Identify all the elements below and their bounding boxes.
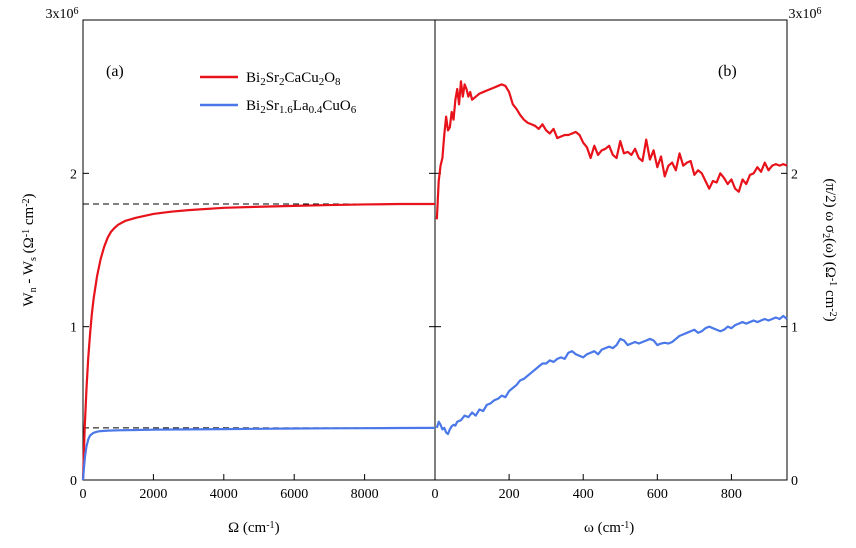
x-tick-label-a-4: 8000 [351,487,379,502]
y-tick-label-left-3: 3x106​ [46,6,79,22]
ticks-layer: 0 2000 4000 6000 8000 0 200 400 600 8000 01 12 23x10… [46,6,822,502]
series-line-b-1 [435,314,788,436]
legend-label-bi2201: Bi2​Sr1.6​La0.4​CuO6​ [246,98,357,116]
panel-a-label: (a) [106,63,124,80]
x-tick-label-a-0: 0 [80,487,87,502]
panel-a-series [81,202,436,481]
x-tick-label-a-1: 2000 [139,487,167,502]
series-line-a-1 [81,426,436,481]
x-tick-label-a-3: 6000 [280,487,308,502]
y-axis-label-right: (π/2) ω σ2​(ω) (Ω-1​ cm-2​) [821,178,839,321]
series-line-b-0 [435,80,788,220]
panel-b-label: (b) [718,63,737,80]
series-line-a-0 [81,202,435,481]
panel-b-frame [434,19,788,481]
legend-label-bi2212: Bi2​Sr2​CaCu2​O8​ [246,70,341,88]
reference-lines [83,203,435,429]
y-tick-label-left-2: 2 [70,167,77,182]
y-tick-label-right-1: 1 [791,321,798,336]
x-tick-label-b-1: 200 [499,487,520,502]
x-axis-label-b: ω (cm-1​) [584,520,634,536]
y-axis-label-left: Wn​ - Ws​ (Ω-1​ cm-2​) [21,193,39,306]
panel-b-series [435,80,788,436]
y-tick-label-left-0: 0 [70,474,77,489]
x-tick-label-b-2: 400 [573,487,594,502]
panel-a-frame [82,19,436,481]
x-tick-label-a-2: 4000 [210,487,238,502]
x-tick-label-b-3: 600 [647,487,668,502]
x-tick-label-b-0: 0 [432,487,439,502]
y-tick-label-right-0: 0 [791,474,798,489]
x-tick-label-b-4: 800 [721,487,742,502]
y-tick-label-left-1: 1 [70,321,77,336]
legend: Bi2​Sr2​CaCu2​O8​ Bi2​Sr1.6​La0.4​CuO6​ [200,70,357,116]
y-tick-label-right-3: 3x106​ [789,6,822,22]
y-tick-label-right-2: 2 [791,167,798,182]
x-axis-label-a: Ω (cm-1​) [228,520,280,536]
